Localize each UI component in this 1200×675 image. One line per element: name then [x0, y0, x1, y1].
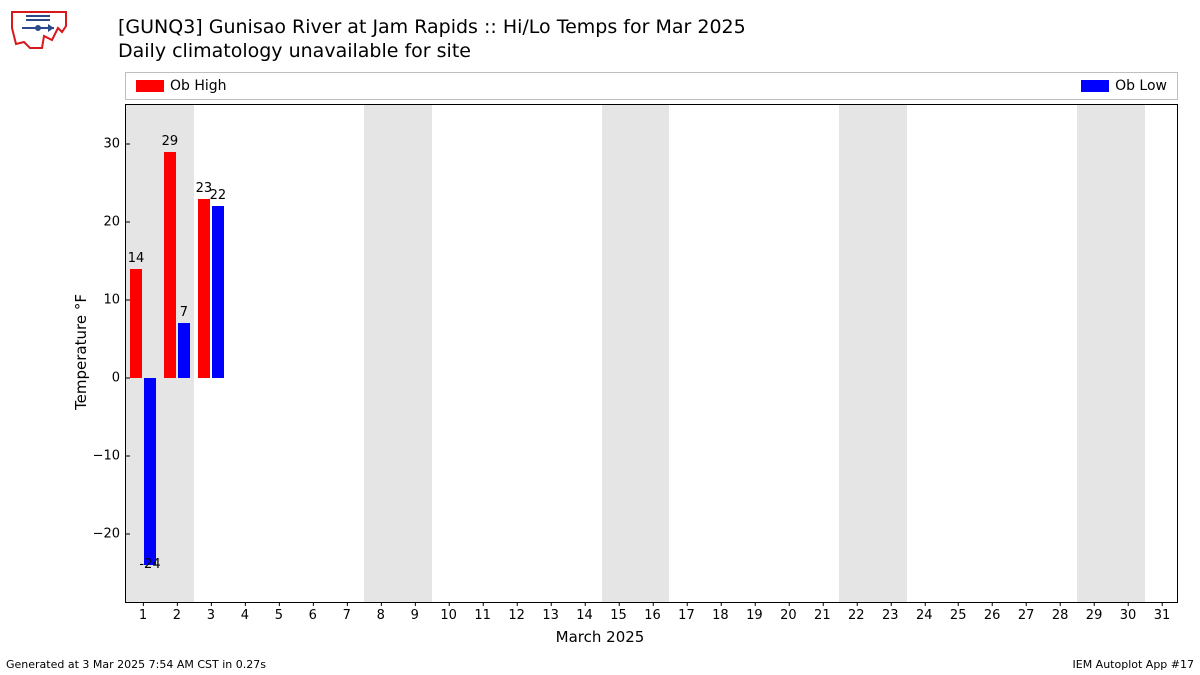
legend-item-low: Ob Low: [1081, 78, 1167, 94]
y-tick: −20: [93, 526, 126, 541]
x-tick: 17: [678, 602, 695, 623]
weekend-band: [364, 105, 432, 602]
y-tick: 0: [112, 370, 126, 385]
bar-high: [198, 199, 210, 378]
plot-area: −20−100102030123456789101112131415161718…: [125, 104, 1178, 603]
legend-item-high: Ob High: [136, 78, 227, 94]
legend-swatch-high: [136, 80, 164, 92]
x-tick: 19: [746, 602, 763, 623]
x-axis-label: March 2025: [556, 628, 645, 646]
x-tick: 24: [916, 602, 933, 623]
y-axis-label: Temperature °F: [72, 294, 90, 410]
bar-high: [130, 269, 142, 378]
y-tick: 10: [103, 292, 126, 307]
legend-swatch-low: [1081, 80, 1109, 92]
bar-high: [164, 152, 176, 378]
x-tick: 25: [950, 602, 967, 623]
x-tick: 11: [474, 602, 491, 623]
x-tick: 6: [309, 602, 317, 623]
x-tick: 29: [1086, 602, 1103, 623]
y-tick: 30: [103, 136, 126, 151]
x-tick: 5: [275, 602, 283, 623]
x-tick: 28: [1052, 602, 1069, 623]
bar-low: [212, 206, 224, 378]
x-tick: 21: [814, 602, 831, 623]
title-line-2: Daily climatology unavailable for site: [118, 40, 746, 64]
weekend-band: [839, 105, 907, 602]
footer-app: IEM Autoplot App #17: [1073, 658, 1195, 671]
bar-label-low: 7: [180, 305, 188, 320]
x-tick: 26: [984, 602, 1001, 623]
x-tick: 13: [542, 602, 559, 623]
footer-timestamp: Generated at 3 Mar 2025 7:54 AM CST in 0…: [6, 658, 266, 671]
bar-low: [178, 323, 190, 378]
x-tick: 10: [440, 602, 457, 623]
weekend-band: [1077, 105, 1145, 602]
x-tick: 1: [139, 602, 147, 623]
x-tick: 8: [377, 602, 385, 623]
bar-label-high: 14: [128, 251, 145, 266]
x-tick: 9: [411, 602, 419, 623]
bar-label-high: 29: [162, 134, 179, 149]
y-tick: 20: [103, 214, 126, 229]
x-tick: 14: [576, 602, 593, 623]
bar-label-low: 22: [210, 188, 227, 203]
x-tick: 22: [848, 602, 865, 623]
x-tick: 16: [644, 602, 661, 623]
x-tick: 3: [207, 602, 215, 623]
bar-low: [144, 378, 156, 565]
x-tick: 18: [712, 602, 729, 623]
x-tick: 23: [882, 602, 899, 623]
weekend-band: [602, 105, 670, 602]
x-tick: 12: [508, 602, 525, 623]
x-tick: 7: [343, 602, 351, 623]
title-line-1: [GUNQ3] Gunisao River at Jam Rapids :: H…: [118, 16, 746, 40]
iem-logo: [6, 6, 72, 54]
chart-title: [GUNQ3] Gunisao River at Jam Rapids :: H…: [118, 16, 746, 64]
x-tick: 20: [780, 602, 797, 623]
legend: Ob High Ob Low: [125, 72, 1178, 100]
x-tick: 30: [1120, 602, 1137, 623]
x-tick: 2: [173, 602, 181, 623]
x-tick: 27: [1018, 602, 1035, 623]
legend-label-high: Ob High: [170, 78, 227, 94]
bar-label-low: -24: [139, 557, 160, 572]
x-tick: 4: [241, 602, 249, 623]
legend-label-low: Ob Low: [1115, 78, 1167, 94]
x-tick: 15: [610, 602, 627, 623]
x-tick: 31: [1154, 602, 1171, 623]
y-tick: −10: [93, 448, 126, 463]
